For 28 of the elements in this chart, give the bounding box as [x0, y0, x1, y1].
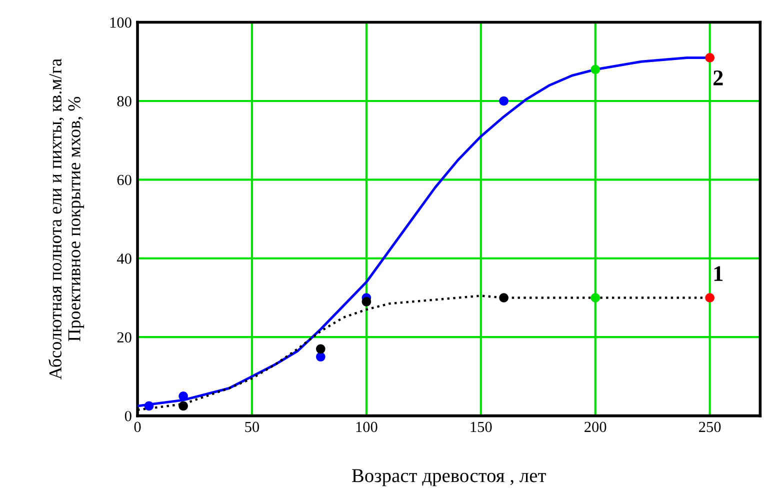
point — [590, 293, 600, 302]
x-axis-title: Возраст древостоя , лет — [352, 469, 546, 486]
point — [590, 64, 600, 74]
x-tick-label: 0 — [134, 422, 141, 432]
point — [316, 344, 326, 354]
point — [178, 391, 188, 401]
y-tick-label: 20 — [117, 332, 132, 343]
point — [499, 96, 508, 106]
series-label: 1 — [714, 266, 723, 281]
point — [499, 293, 508, 302]
x-tick-label: 200 — [584, 422, 606, 432]
y-tick-label: 40 — [116, 254, 132, 264]
point — [705, 293, 714, 302]
y-tick-label: 80 — [117, 96, 132, 106]
x-tick-label: 50 — [245, 422, 260, 432]
y-tick-label: 100 — [110, 17, 132, 28]
series-label: 2 — [714, 70, 723, 86]
y-axis-title: Абсолютная полнота ели и пихты, кв.м/га Проективное покрытие мхов, % — [48, 58, 84, 380]
point — [144, 401, 154, 411]
x-tick-label: 150 — [470, 422, 492, 432]
x-tick-label: 250 — [699, 422, 721, 432]
y-tick-label: 60 — [117, 174, 132, 186]
point — [316, 352, 326, 362]
point — [705, 53, 714, 62]
point — [178, 401, 188, 411]
x-tick-label: 100 — [356, 422, 378, 432]
y-tick-label: 0 — [124, 410, 132, 422]
point — [362, 297, 372, 306]
